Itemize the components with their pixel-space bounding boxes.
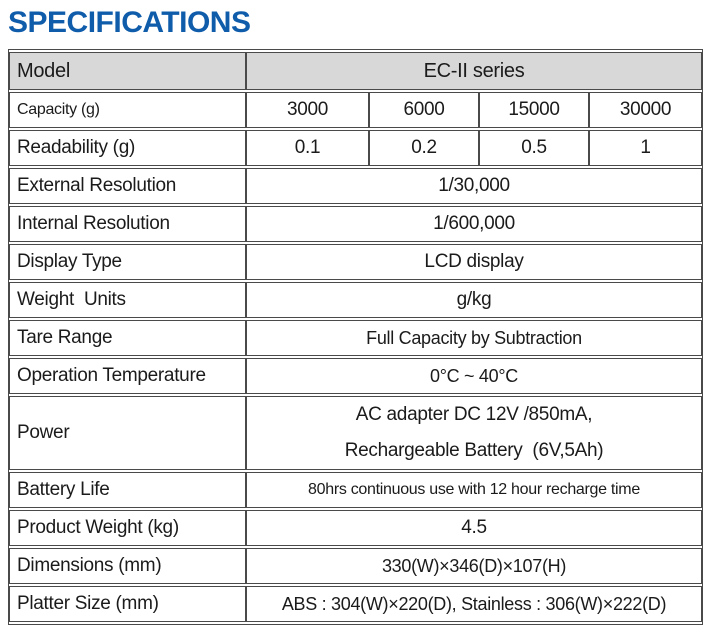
row-label-dimensions: Dimensions (mm) (9, 548, 246, 584)
table-row-readability: Readability (g) 0.1 0.2 0.5 1 (9, 130, 702, 166)
specifications-table: Model EC-II series Capacity (g) 3000 600… (8, 49, 703, 625)
readability-value-2: 0.2 (369, 130, 479, 166)
table-row-internal-resolution: Internal Resolution 1/600,000 (9, 206, 702, 242)
table-row-battery-life: Battery Life 80hrs continuous use with 1… (9, 472, 702, 508)
row-label-weight-units: Weight Units (9, 282, 246, 318)
row-label-battery-life: Battery Life (9, 472, 246, 508)
row-label-capacity: Capacity (g) (9, 92, 246, 128)
row-label-power: Power (9, 396, 246, 470)
power-line-1: AC adapter DC 12V /850mA, (355, 404, 593, 425)
row-label-external-resolution: External Resolution (9, 168, 246, 204)
table-row-platter-size: Platter Size (mm) ABS : 304(W)×220(D), S… (9, 586, 702, 622)
page-title: SPECIFICATIONS (8, 6, 251, 39)
row-value-platter-size: ABS : 304(W)×220(D), Stainless : 306(W)×… (246, 586, 702, 622)
table-row-power: Power AC adapter DC 12V /850mA, Recharge… (9, 396, 702, 470)
row-value-weight-units: g/kg (246, 282, 702, 318)
row-value-tare-range: Full Capacity by Subtraction (246, 320, 702, 356)
row-value-model: EC-II series (246, 52, 702, 90)
readability-value-1: 0.1 (246, 130, 369, 166)
table-row-product-weight: Product Weight (kg) 4.5 (9, 510, 702, 546)
row-value-battery-life: 80hrs continuous use with 12 hour rechar… (246, 472, 702, 508)
row-value-external-resolution: 1/30,000 (246, 168, 702, 204)
capacity-value-4: 30000 (589, 92, 702, 128)
table-row-external-resolution: External Resolution 1/30,000 (9, 168, 702, 204)
table-row-tare-range: Tare Range Full Capacity by Subtraction (9, 320, 702, 356)
row-label-platter-size: Platter Size (mm) (9, 586, 246, 622)
row-value-power: AC adapter DC 12V /850mA, Rechargeable B… (246, 396, 702, 470)
capacity-value-3: 15000 (479, 92, 589, 128)
table-row-dimensions: Dimensions (mm) 330(W)×346(D)×107(H) (9, 548, 702, 584)
row-label-operation-temperature: Operation Temperature (9, 358, 246, 394)
table-row-display-type: Display Type LCD display (9, 244, 702, 280)
row-value-display-type: LCD display (246, 244, 702, 280)
readability-value-3: 0.5 (479, 130, 589, 166)
row-label-internal-resolution: Internal Resolution (9, 206, 246, 242)
capacity-value-2: 6000 (369, 92, 479, 128)
row-value-internal-resolution: 1/600,000 (246, 206, 702, 242)
power-line-2: Rechargeable Battery (6V,5Ah) (344, 440, 604, 461)
table-row-model: Model EC-II series (9, 52, 702, 90)
readability-value-4: 1 (589, 130, 702, 166)
capacity-value-1: 3000 (246, 92, 369, 128)
row-value-dimensions: 330(W)×346(D)×107(H) (246, 548, 702, 584)
row-label-model: Model (9, 52, 246, 90)
row-label-display-type: Display Type (9, 244, 246, 280)
row-value-product-weight: 4.5 (246, 510, 702, 546)
row-label-readability: Readability (g) (9, 130, 246, 166)
row-value-operation-temperature: 0°C ~ 40°C (246, 358, 702, 394)
table-row-capacity: Capacity (g) 3000 6000 15000 30000 (9, 92, 702, 128)
table-row-operation-temperature: Operation Temperature 0°C ~ 40°C (9, 358, 702, 394)
row-label-tare-range: Tare Range (9, 320, 246, 356)
row-label-product-weight: Product Weight (kg) (9, 510, 246, 546)
table-row-weight-units: Weight Units g/kg (9, 282, 702, 318)
